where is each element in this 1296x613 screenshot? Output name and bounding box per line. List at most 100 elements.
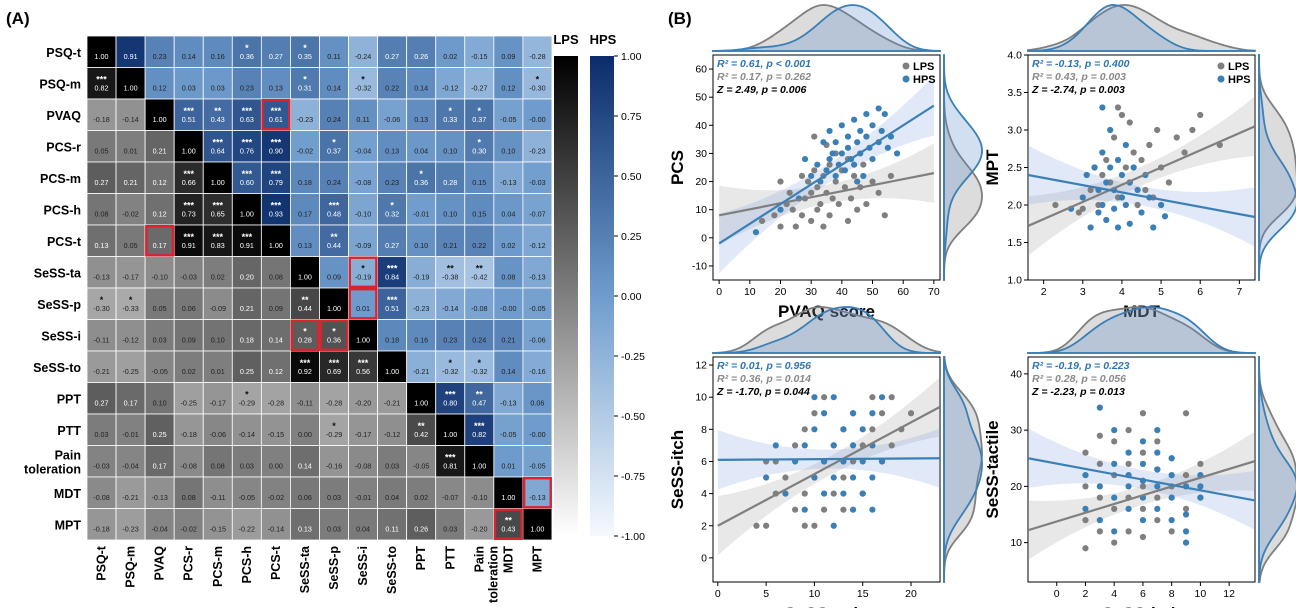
heatmap-cell-value: 0.10 [501,146,515,155]
heatmap-cell-value: -0.12 [384,430,400,439]
heatmap-significance-stars: *** [329,200,340,210]
x-tick-label: 6 [1197,286,1203,298]
stat-annotation: Z = -2.74, p = 0.003 [1031,84,1125,96]
colorbar-lps-title: LPS [553,32,579,47]
heatmap-cell-value: -0.06 [384,115,400,124]
data-point-hps [1130,164,1137,171]
y-tick-label: 2.0 [1007,200,1022,212]
data-point-lps [792,506,799,513]
heatmap-cell [435,445,466,478]
heatmap-cell-value: 0.15 [472,209,486,218]
colorbar-hps [590,56,614,536]
heatmap-cell [348,508,379,541]
heatmap-significance-stars: ** [301,295,309,305]
heatmap-cell-value: 0.03 [327,493,341,502]
data-point-hps [826,155,833,163]
heatmap-significance-stars: ** [476,389,484,399]
heatmap-cell [493,193,524,226]
heatmap-cell-value: 0.12 [153,209,167,218]
heatmap-cell-value: -0.09 [210,304,226,313]
heatmap-significance-stars: ** [476,263,484,273]
heatmap-cell [522,319,553,352]
heatmap-cell [290,256,320,289]
data-point-lps [758,217,766,225]
heatmap-cell-value: 1.00 [327,304,341,313]
heatmap-cell-value: -0.28 [326,398,342,407]
heatmap-significance-stars: * [332,421,336,431]
heatmap-cell [290,224,320,257]
marginal-density-right-hps [943,356,983,583]
data-point-hps [823,167,830,174]
heatmap-cell-value: 0.03 [95,430,109,439]
data-point-hps [1091,164,1098,171]
data-point-lps [826,212,833,219]
heatmap-cell [202,130,233,163]
data-point-hps [1122,141,1129,149]
x-tick-label: 2 [1083,588,1089,600]
marginal-density-top-hps [1027,4,1255,52]
heatmap-cell [144,224,175,257]
data-point-hps [878,394,886,401]
heatmap-cell [202,193,233,226]
heatmap-cell-value: 0.14 [501,367,515,376]
heatmap-cell [493,98,524,131]
data-point-hps [849,506,857,513]
data-point-lps [869,426,876,433]
heatmap-cell-value: 0.09 [269,304,283,313]
heatmap-cell-value: -0.25 [181,398,197,407]
colorbar-tick-label: -0.50 [621,411,645,423]
data-point-hps [1150,224,1157,231]
heatmap-cell-value: -0.04 [151,524,167,533]
heatmap-cell [435,350,466,383]
y-axis-label: SeSS-tactile [983,420,1002,518]
y-tick-label: 1.5 [1007,237,1022,249]
marginal-density-top-lps [1027,4,1256,52]
marginal-density-right-hps [1258,54,1296,281]
heatmap-cell-value: 0.14 [182,52,196,61]
marginal-density-top-hps [1027,306,1256,354]
data-point-lps [1052,201,1059,209]
plot-area [718,75,935,274]
y-tick-label: 4.0 [1007,50,1022,62]
data-point-hps [1125,505,1132,512]
heatmap-cell-value: 0.02 [414,493,428,502]
data-point-hps [1095,209,1102,216]
heatmap-cell-value: 0.61 [269,115,283,124]
heatmap-cell [144,287,175,320]
heatmap-cell [493,67,524,100]
heatmap-row-label: PCS-h [44,203,82,217]
heatmap-cell-value: -0.13 [500,178,516,187]
heatmap-col-label: SeSS-to [385,546,399,594]
correlation-heatmap: 1.00 0.91 0.23 0.14 0.16 0.36*0.27 0.35*0.11 -0… [86,35,553,541]
data-point-hps [1122,201,1129,209]
heatmap-col-label: Pain [472,546,486,572]
data-point-lps [811,522,818,529]
data-point-hps [1118,171,1126,179]
data-point-lps [1103,156,1110,164]
heatmap-cell [173,319,204,352]
heatmap-cell [464,35,495,68]
heatmap-cell-value: 1.00 [211,178,225,187]
colorbar-tick-label: -0.75 [621,471,645,483]
heatmap-cell-value: 0.91 [182,241,196,250]
data-point-hps [1082,505,1089,512]
heatmap-cell-value: 0.01 [124,146,138,155]
heatmap-cell [202,98,233,131]
heatmap-cell [319,508,349,541]
heatmap-cell [86,476,117,509]
heatmap-cell [522,287,553,320]
heatmap-cell [260,319,291,352]
heatmap-cell-value: 0.83 [211,241,225,250]
data-point-hps [840,426,847,433]
data-point-lps [881,212,888,219]
heatmap-highlight-box [145,224,175,257]
data-point-lps [1122,164,1129,171]
heatmap-cell [522,35,553,68]
heatmap-cell [202,382,233,415]
heatmap-cell-value: 0.06 [530,398,544,407]
colorbar-lps [554,56,578,536]
heatmap-cell-value: -0.06 [210,430,226,439]
heatmap-cell-value: -0.02 [122,209,138,218]
heatmap-cell-value: 0.60 [240,178,254,187]
heatmap-cell [290,508,320,541]
